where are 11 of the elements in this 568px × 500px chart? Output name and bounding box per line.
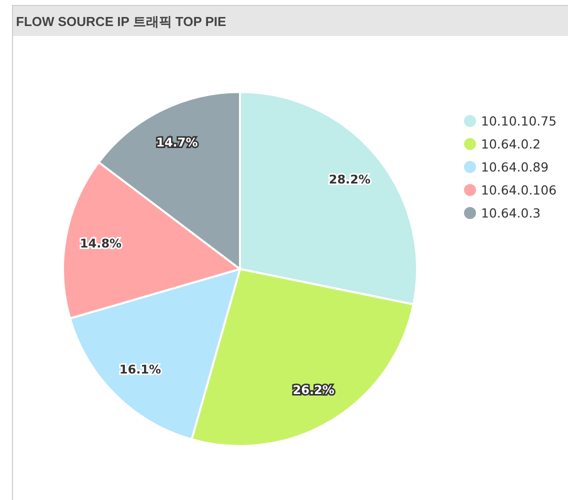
- data-label: 26.2%: [292, 383, 334, 398]
- legend-label: 10.64.0.106: [481, 182, 557, 198]
- legend-label: 10.64.0.89: [481, 159, 549, 174]
- data-label: 28.2%: [328, 172, 370, 187]
- legend-label: 10.64.0.2: [481, 136, 541, 152]
- data-label: 14.7%: [156, 135, 198, 150]
- chart-title: FLOW SOURCE IP 트래픽 TOP PIE: [16, 14, 227, 29]
- data-label: 14.8%: [80, 236, 122, 251]
- data-label: 16.1%: [119, 362, 162, 377]
- legend-label: 10.10.10.75: [481, 113, 557, 128]
- legend-label: 10.64.0.3: [481, 205, 541, 220]
